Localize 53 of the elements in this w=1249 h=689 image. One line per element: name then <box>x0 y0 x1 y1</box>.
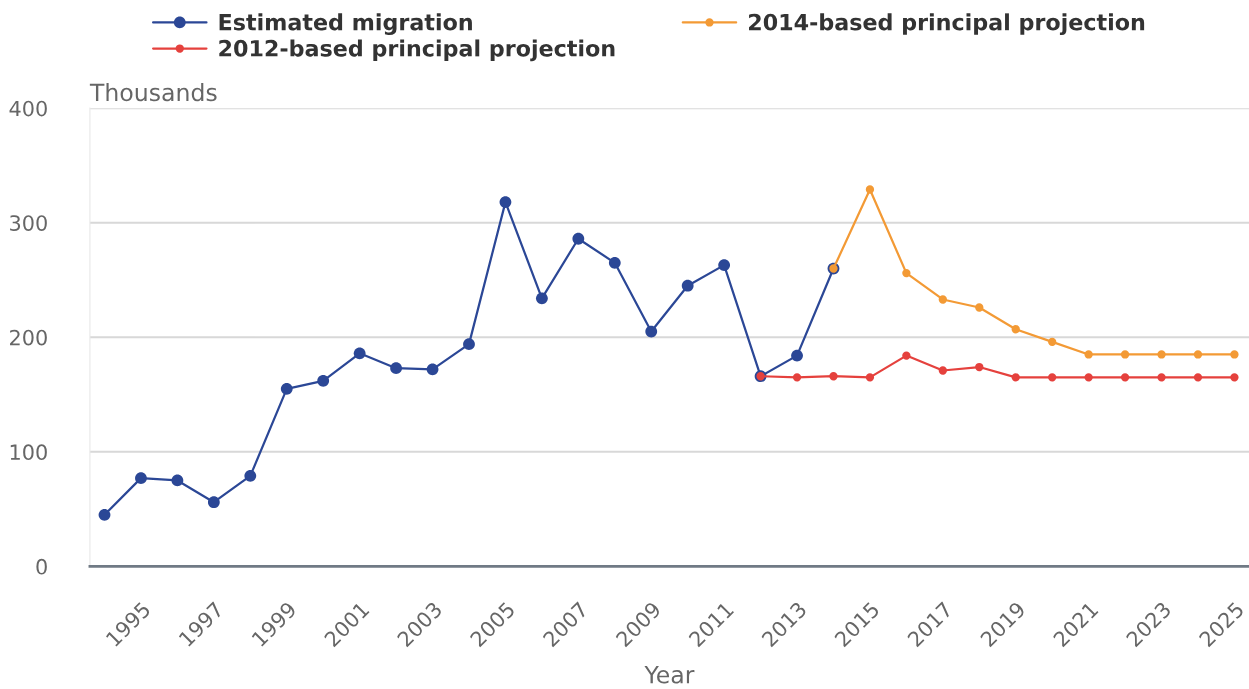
point <box>535 292 548 305</box>
point <box>1157 373 1166 382</box>
legend-label: 2012-based principal projection <box>219 39 615 62</box>
point <box>572 232 585 245</box>
point <box>718 259 731 271</box>
point <box>1011 325 1020 334</box>
point <box>1157 350 1166 359</box>
point <box>1048 337 1057 347</box>
point <box>681 279 694 292</box>
point <box>1120 350 1130 359</box>
point <box>353 347 366 360</box>
point <box>390 362 402 375</box>
y-axis-title: Thousands <box>89 83 217 102</box>
point <box>645 325 658 338</box>
point <box>244 469 257 482</box>
point <box>280 382 293 395</box>
point <box>938 295 947 304</box>
point <box>1011 373 1020 382</box>
y-tick-label: 200 <box>10 329 47 346</box>
point <box>608 256 621 269</box>
point <box>1230 373 1239 382</box>
point <box>1084 350 1093 359</box>
point <box>1120 373 1130 382</box>
x-axis-title: Year <box>644 666 695 684</box>
point <box>792 373 802 382</box>
point <box>975 303 984 312</box>
point <box>1193 350 1203 359</box>
legend-label: Estimated migration <box>219 13 472 36</box>
point <box>317 374 330 387</box>
point <box>865 185 875 194</box>
point <box>938 366 947 375</box>
point <box>902 268 911 278</box>
point <box>902 351 911 360</box>
point <box>1230 350 1239 359</box>
point <box>865 373 875 382</box>
point <box>207 496 220 509</box>
point <box>426 363 439 376</box>
point <box>791 349 803 362</box>
point <box>463 338 475 351</box>
point <box>135 472 147 485</box>
point <box>1084 373 1093 382</box>
point <box>829 372 838 381</box>
point <box>1048 373 1057 382</box>
point <box>499 196 512 208</box>
point <box>1193 373 1203 382</box>
point <box>975 362 984 372</box>
y-tick-label: 300 <box>10 215 47 231</box>
point <box>171 474 184 487</box>
y-tick-label: 0 <box>36 558 47 575</box>
legend-label: 2014-based principal projection <box>749 13 1145 36</box>
y-tick-label: 100 <box>10 444 47 461</box>
point <box>98 508 111 521</box>
y-tick-label: 400 <box>9 100 47 117</box>
